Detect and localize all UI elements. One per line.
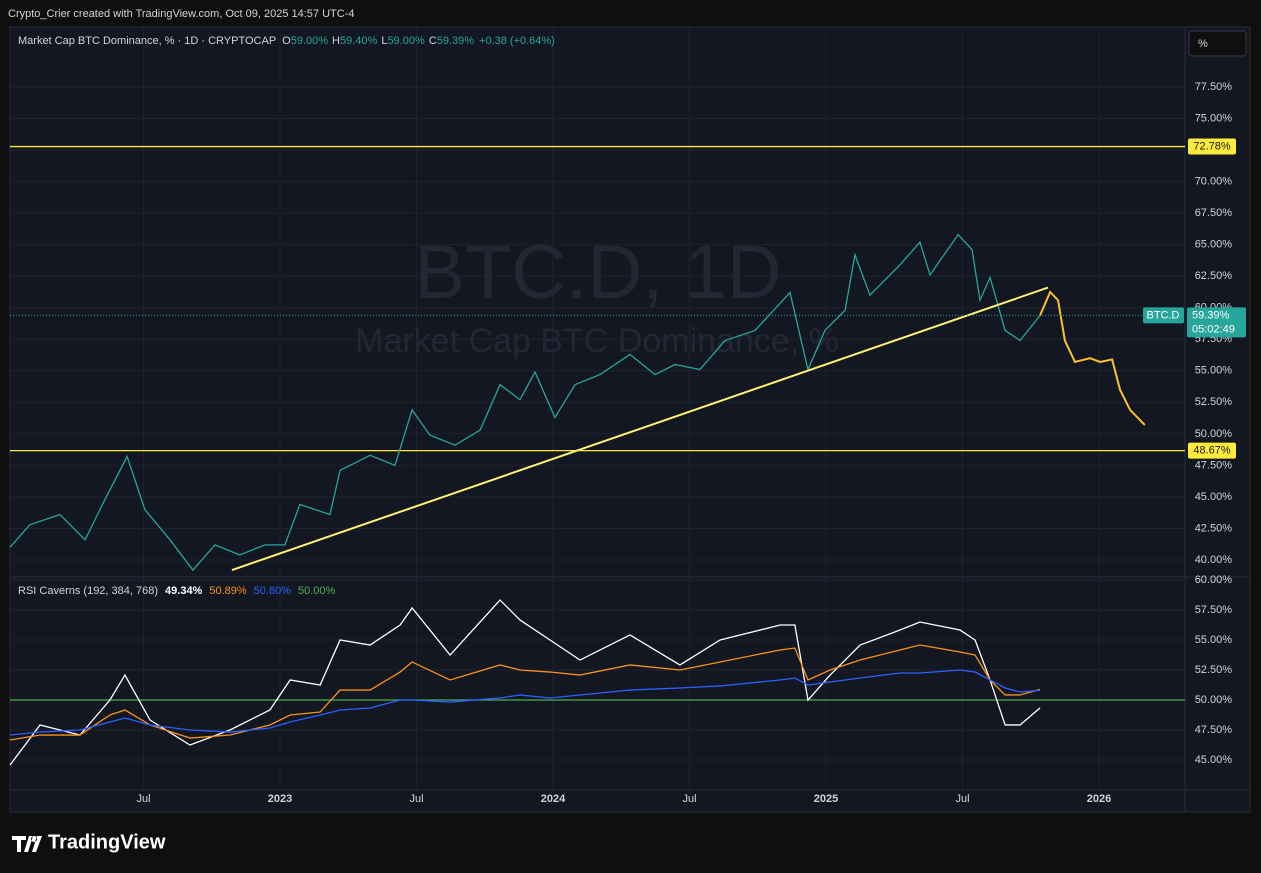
rsi-line	[9, 644, 1041, 741]
last-price-label: 59.39%	[1192, 309, 1230, 321]
x-tick-label: Jul	[955, 793, 969, 805]
x-tick-label: 2023	[268, 793, 292, 805]
unit-button[interactable]	[1188, 30, 1247, 57]
x-tick-label: Jul	[682, 793, 696, 805]
trend-line	[231, 286, 1049, 572]
y-tick-label: 65.00%	[1195, 239, 1233, 251]
ohlc-label: C	[429, 35, 437, 47]
y-tick-label: 60.00%	[1195, 574, 1233, 586]
level-label: 48.67%	[1193, 445, 1231, 457]
ohlc-value: 59.00%	[291, 35, 329, 47]
ohlc-label: L	[381, 35, 387, 47]
watermark: BTC.D, 1D	[414, 230, 781, 315]
last-price-box	[1187, 307, 1246, 338]
projection-curve	[1039, 290, 1146, 426]
y-tick-label: 42.50%	[1195, 522, 1233, 534]
legend-value: 50.00%	[298, 585, 336, 597]
x-tick-label: 2026	[1087, 793, 1111, 805]
ohlc-label: O	[282, 35, 291, 47]
y-tick-label: 45.00%	[1195, 491, 1233, 503]
rsi-line	[9, 599, 1041, 766]
y-tick-label: 55.00%	[1195, 365, 1233, 377]
legend-title: RSI Caverns (192, 384, 768)	[18, 585, 158, 597]
legend-value: 49.34%	[165, 585, 203, 597]
y-tick-label: 52.50%	[1195, 664, 1233, 676]
brand-name: TradingView	[48, 831, 166, 853]
x-tick-label: Jul	[136, 793, 150, 805]
ohlc-label: H	[332, 35, 340, 47]
y-tick-label: 55.00%	[1195, 634, 1233, 646]
y-tick-label: 67.50%	[1195, 207, 1233, 219]
countdown-label: 05:02:49	[1192, 323, 1235, 335]
y-tick-label: 57.50%	[1195, 604, 1233, 616]
y-tick-label: 50.00%	[1195, 694, 1233, 706]
legend-value: 50.89%	[209, 585, 247, 597]
level-label-box	[1188, 138, 1236, 155]
y-tick-label: 47.50%	[1195, 724, 1233, 736]
chart-panel	[9, 26, 1251, 813]
legend: Market Cap BTC Dominance, % · 1D · CRYPT…	[18, 35, 555, 47]
y-tick-label: 75.00%	[1195, 112, 1233, 124]
unit-button-label[interactable]: %	[1198, 38, 1208, 50]
y-tick-label: 50.00%	[1195, 428, 1233, 440]
ohlc-value: 59.40%	[340, 35, 378, 47]
y-tick-label: 70.00%	[1195, 176, 1233, 188]
brand-logo	[12, 836, 42, 852]
x-tick-label: 2025	[814, 793, 838, 805]
x-tick-label: 2024	[541, 793, 566, 805]
price-line	[9, 233, 1041, 572]
legend-value: 50.80%	[254, 585, 292, 597]
symbol-label: BTC.D	[1147, 309, 1180, 321]
symbol-box	[1143, 307, 1184, 324]
watermark: Market Cap BTC Dominance, %	[355, 322, 839, 360]
ohlc-value: 59.39%	[437, 35, 475, 47]
change: +0.38 (+0.64%)	[479, 35, 555, 47]
legend-title: Market Cap BTC Dominance, % · 1D · CRYPT…	[18, 35, 276, 47]
y-tick-label: 45.00%	[1195, 754, 1233, 766]
y-tick-label: 52.50%	[1195, 396, 1233, 408]
legend: RSI Caverns (192, 384, 768) 49.34% 50.89% 5…	[18, 585, 335, 597]
y-tick-label: 47.50%	[1195, 459, 1233, 471]
y-tick-label: 62.50%	[1195, 270, 1233, 282]
attribution: Crypto_Crier created with TradingView.co…	[8, 8, 354, 20]
level-label: 72.78%	[1193, 140, 1231, 152]
x-tick-label: Jul	[409, 793, 423, 805]
y-tick-label: 40.00%	[1195, 554, 1233, 566]
rsi-line	[9, 669, 1041, 736]
level-label-box	[1188, 442, 1236, 459]
y-tick-label: 77.50%	[1195, 81, 1233, 93]
ohlc-value: 59.00%	[387, 35, 425, 47]
